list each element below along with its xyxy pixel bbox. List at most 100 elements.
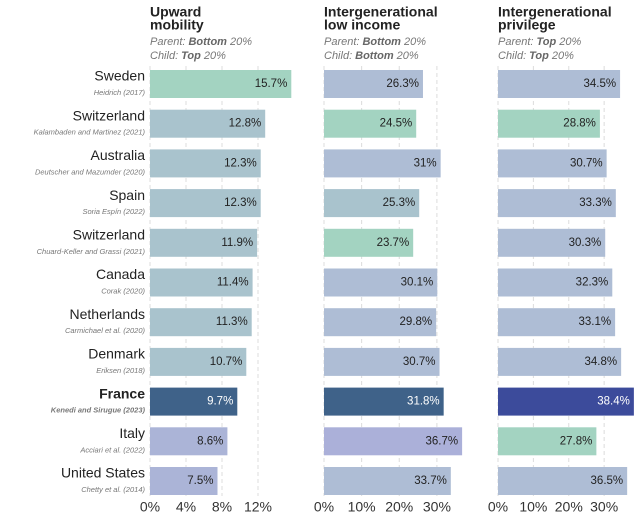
value-label: 30.7% [570, 157, 603, 169]
panel-subtitle: Child: Bottom 20% [324, 50, 419, 62]
bar [324, 149, 441, 178]
bar [324, 268, 438, 297]
bar [324, 427, 463, 456]
subtitle-part: Top [536, 36, 556, 48]
panel-title: low income [324, 17, 400, 33]
bar [498, 189, 616, 218]
bar [150, 109, 266, 138]
subtitle-part: Top [181, 50, 201, 62]
panel-title: Intergenerational [498, 4, 612, 20]
source-label: Corak (2020) [101, 286, 145, 295]
value-label: 23.7% [377, 237, 410, 249]
bar [150, 228, 258, 257]
panel-title: Intergenerational [324, 4, 438, 20]
bar [150, 308, 252, 337]
source-label: Soria Espín (2022) [82, 207, 145, 216]
x-tick-label: 20% [555, 499, 583, 515]
subtitle-part: 20% [229, 36, 252, 48]
category-label: Sweden [94, 68, 145, 84]
value-label: 30.3% [569, 237, 602, 249]
value-label: 12.3% [224, 197, 257, 209]
value-label: 36.7% [425, 435, 458, 447]
bar [498, 268, 613, 297]
bar [324, 109, 417, 138]
bar [498, 347, 622, 376]
value-label: 29.8% [400, 316, 433, 328]
value-label: 12.3% [224, 157, 257, 169]
category-label: Switzerland [73, 227, 145, 243]
value-label: 24.5% [380, 118, 413, 130]
bar [150, 70, 292, 98]
source-label: Kalambaden and Martinez (2021) [34, 128, 146, 137]
bar [498, 387, 634, 416]
subtitle-part: Parent: [324, 36, 359, 48]
subtitle-part: Top [529, 50, 549, 62]
x-tick-label: 20% [385, 499, 413, 515]
value-label: 11.3% [216, 316, 248, 328]
subtitle-part: Child: [150, 50, 178, 62]
panel-subtitle: Parent: Top 20% [498, 36, 581, 48]
bar [324, 387, 444, 416]
x-tick-label: 0% [488, 499, 508, 515]
source-label: Eriksen (2018) [96, 366, 145, 375]
value-label: 26.3% [386, 78, 419, 90]
x-tick-label: 10% [348, 499, 376, 515]
subtitle-part: Child: [324, 50, 352, 62]
bar [324, 467, 451, 495]
value-label: 9.7% [207, 396, 233, 408]
source-label: Carmichael et al. (2020) [65, 326, 146, 335]
value-label: 10.7% [210, 356, 243, 368]
value-label: 31% [414, 157, 437, 169]
bar [324, 347, 440, 376]
subtitle-part: Bottom [355, 50, 394, 62]
value-label: 7.5% [187, 475, 213, 487]
source-label: Chetty et al. (2014) [81, 485, 145, 494]
category-label: Spain [109, 187, 145, 203]
x-tick-label: 0% [140, 499, 160, 515]
bar [150, 189, 261, 218]
bar [150, 149, 261, 178]
panel-title: Upward [150, 4, 201, 20]
panel-subtitle: Parent: Bottom 20% [150, 36, 252, 48]
value-label: 33.1% [579, 316, 612, 328]
bar [324, 70, 423, 98]
x-tick-label: 12% [244, 499, 272, 515]
x-tick-label: 10% [519, 499, 547, 515]
category-label: Switzerland [73, 107, 145, 123]
bar [324, 308, 437, 337]
bar [150, 268, 253, 297]
value-label: 34.5% [583, 78, 616, 90]
source-label: Heidrich (2017) [94, 88, 146, 97]
value-label: 27.8% [560, 435, 593, 447]
category-label: United States [61, 465, 145, 481]
x-tick-label: 4% [176, 499, 196, 515]
source-label: Chuard-Keller and Grassi (2021) [37, 247, 146, 256]
value-label: 30.1% [401, 277, 434, 289]
panel-title: mobility [150, 17, 204, 33]
value-label: 33.7% [414, 475, 447, 487]
subtitle-part: 20% [203, 50, 226, 62]
bar [324, 189, 420, 218]
value-label: 30.7% [403, 356, 436, 368]
value-label: 11.4% [217, 277, 249, 289]
panel-title: privilege [498, 17, 556, 33]
value-label: 31.8% [407, 396, 440, 408]
bar [150, 467, 218, 495]
source-label: Deutscher and Mazumder (2020) [35, 167, 146, 176]
category-label: Netherlands [70, 306, 146, 322]
value-label: 34.8% [585, 356, 618, 368]
value-label: 36.5% [591, 475, 624, 487]
value-label: 38.4% [597, 396, 630, 408]
source-label: Kenedi and Sirugue (2023) [51, 406, 146, 415]
x-tick-label: 30% [590, 499, 618, 515]
bar [324, 228, 414, 257]
bar [150, 347, 247, 376]
bar [498, 70, 621, 98]
value-label: 32.3% [576, 277, 609, 289]
subtitle-part: 20% [558, 36, 581, 48]
subtitle-part: Bottom [362, 36, 401, 48]
bar [498, 109, 600, 138]
source-label: Acciari et al. (2022) [79, 445, 145, 454]
x-tick-label: 0% [314, 499, 334, 515]
